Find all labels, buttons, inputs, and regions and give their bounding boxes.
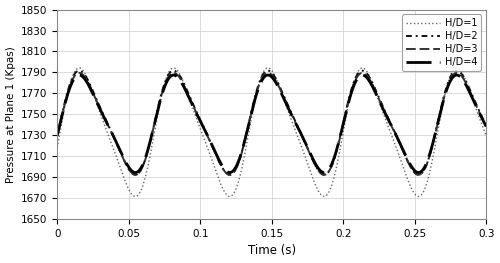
- H/D=4: [234, 162, 240, 165]
- H/D=2: [470, 96, 476, 99]
- H/D=1: [54, 146, 60, 149]
- H/D=2: [416, 173, 422, 176]
- H/D=4: [416, 171, 422, 174]
- H/D=1: [449, 71, 455, 74]
- H/D=4: [258, 80, 264, 84]
- Line: H/D=3: H/D=3: [57, 73, 486, 175]
- H/D=1: [470, 99, 476, 102]
- H/D=2: [360, 69, 366, 72]
- H/D=1: [234, 183, 240, 186]
- Line: H/D=1: H/D=1: [57, 68, 486, 196]
- H/D=1: [360, 66, 366, 69]
- H/D=3: [483, 125, 489, 128]
- H/D=3: [54, 135, 60, 138]
- H/D=1: [483, 134, 489, 137]
- H/D=4: [483, 125, 489, 128]
- H/D=1: [416, 195, 422, 198]
- H/D=2: [449, 73, 455, 76]
- H/D=2: [234, 164, 240, 167]
- H/D=3: [470, 97, 476, 100]
- H/D=2: [483, 124, 489, 127]
- H/D=1: [258, 75, 264, 79]
- H/D=2: [238, 154, 244, 157]
- X-axis label: Time (s): Time (s): [248, 244, 296, 257]
- H/D=3: [360, 71, 366, 74]
- H/D=1: [366, 73, 372, 77]
- H/D=4: [470, 98, 476, 102]
- H/D=3: [449, 75, 455, 78]
- H/D=4: [238, 153, 244, 156]
- H/D=3: [258, 79, 264, 82]
- H/D=4: [54, 134, 60, 137]
- H/D=2: [258, 77, 264, 80]
- Line: H/D=2: H/D=2: [57, 71, 486, 175]
- H/D=3: [234, 164, 240, 167]
- H/D=3: [238, 154, 244, 157]
- H/D=4: [360, 73, 366, 77]
- H/D=3: [366, 77, 372, 80]
- H/D=4: [366, 79, 372, 82]
- H/D=2: [366, 75, 372, 78]
- H/D=1: [238, 171, 244, 174]
- Line: H/D=4: H/D=4: [57, 75, 486, 173]
- H/D=2: [54, 134, 60, 137]
- Y-axis label: Pressure at Plane 1 (Kpas): Pressure at Plane 1 (Kpas): [6, 46, 16, 183]
- H/D=4: [449, 77, 455, 80]
- Legend: H/D=1, H/D=2, H/D=3, H/D=4: H/D=1, H/D=2, H/D=3, H/D=4: [402, 14, 481, 71]
- H/D=3: [416, 173, 422, 176]
